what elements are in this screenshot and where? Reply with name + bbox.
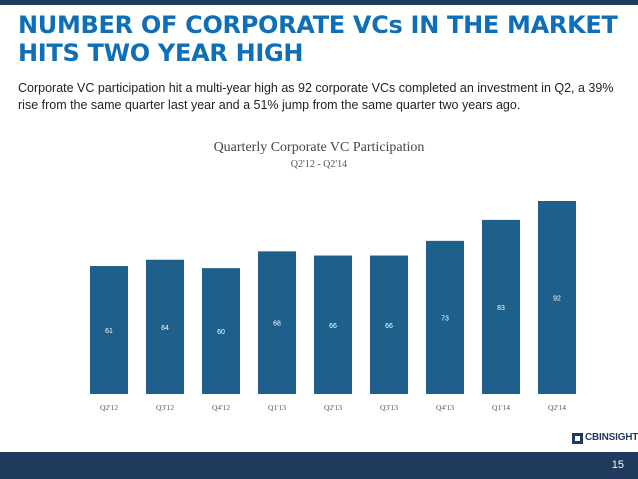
top-accent-bar bbox=[0, 0, 638, 5]
chart-title: Quarterly Corporate VC Participation bbox=[213, 140, 425, 155]
footer-bar: 15 bbox=[0, 452, 638, 479]
x-tick-label-6: Q4'13 bbox=[436, 403, 454, 412]
bar-0 bbox=[90, 266, 128, 394]
logo-text: CBINSIGHTS bbox=[585, 432, 638, 443]
x-tick-label-5: Q3'13 bbox=[380, 403, 398, 412]
bar-value-label-0: 61 bbox=[105, 328, 113, 335]
bar-7 bbox=[482, 219, 520, 394]
x-tick-label-3: Q1'13 bbox=[268, 403, 286, 412]
bar-value-label-7: 83 bbox=[497, 305, 505, 312]
x-tick-label-4: Q2'13 bbox=[324, 403, 342, 412]
bar-value-label-8: 92 bbox=[553, 296, 561, 303]
bar-value-label-5: 66 bbox=[385, 323, 393, 330]
bar-3 bbox=[258, 251, 296, 394]
x-tick-label-8: Q2'14 bbox=[548, 403, 566, 412]
bar-5 bbox=[370, 255, 408, 394]
x-tick-label-1: Q3'12 bbox=[156, 403, 174, 412]
x-tick-label-7: Q1'14 bbox=[492, 403, 510, 412]
bar-1 bbox=[146, 259, 184, 394]
bar-2 bbox=[202, 268, 240, 394]
bar-6 bbox=[426, 240, 464, 394]
page-number: 15 bbox=[611, 459, 624, 471]
bar-value-label-6: 73 bbox=[441, 315, 449, 322]
slide-headline: NUMBER OF CORPORATE VCs IN THE MARKET HI… bbox=[18, 11, 618, 67]
intro-paragraph: Corporate VC participation hit a multi-y… bbox=[18, 81, 614, 112]
chart-subtitle: Q2'12 - Q2'14 bbox=[290, 159, 348, 170]
x-tick-label-0: Q2'12 bbox=[100, 403, 118, 412]
cb-insights-logo-icon bbox=[572, 433, 583, 444]
bar-value-label-2: 60 bbox=[217, 329, 225, 336]
bar-value-label-4: 66 bbox=[329, 323, 337, 330]
x-tick-label-2: Q4'12 bbox=[212, 403, 230, 412]
bar-8 bbox=[538, 201, 576, 394]
bar-value-label-1: 64 bbox=[161, 325, 169, 332]
bar-value-label-3: 68 bbox=[273, 321, 281, 328]
bar-4 bbox=[314, 255, 352, 394]
